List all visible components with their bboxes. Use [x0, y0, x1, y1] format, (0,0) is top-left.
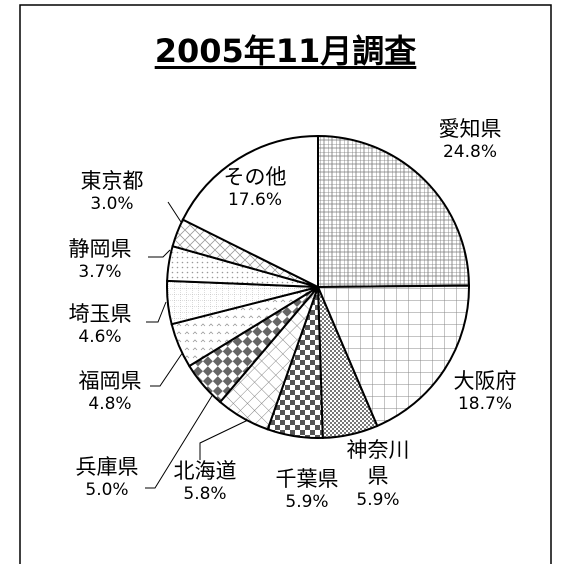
category-label: 兵庫県 — [75, 455, 139, 479]
slice-label: その他 17.6% — [205, 164, 305, 212]
slice-label: 東京都 3.0% — [62, 168, 162, 216]
category-label: 愛知県 — [438, 117, 502, 141]
value-label: 4.8% — [88, 394, 132, 415]
category-label: 静岡県 — [68, 237, 132, 261]
slice-label: 北海道 5.8% — [155, 458, 255, 506]
category-label: 福岡県 — [78, 369, 142, 393]
value-label: 5.9% — [285, 492, 329, 513]
category-label: 埼玉県 — [68, 302, 132, 326]
value-label: 17.6% — [227, 190, 282, 211]
value-label: 24.8% — [442, 142, 497, 163]
category-label: 北海道 — [173, 459, 237, 483]
slice-label: 兵庫県 5.0% — [57, 454, 157, 502]
pie-slice — [181, 134, 319, 289]
category-label: 東京都 — [80, 169, 144, 193]
value-label: 5.9% — [356, 489, 400, 510]
value-label: 18.7% — [457, 394, 512, 415]
pie-slice — [317, 134, 471, 289]
value-label: 4.6% — [78, 327, 122, 348]
slice-label: 大阪府 18.7% — [435, 368, 535, 416]
category-label: 神奈川県 — [346, 438, 410, 489]
slice-label: 神奈川県 5.9% — [345, 437, 411, 511]
category-label: 大阪府 — [453, 369, 517, 393]
pie-slice — [316, 284, 470, 428]
category-label: その他 — [223, 165, 287, 189]
value-label: 5.0% — [85, 480, 129, 501]
slice-label: 愛知県 24.8% — [420, 116, 520, 164]
leader-lines — [145, 201, 249, 489]
value-label: 3.7% — [78, 262, 122, 283]
category-label: 千葉県 — [275, 467, 339, 491]
value-label: 5.8% — [183, 484, 227, 505]
value-label: 3.0% — [90, 194, 134, 215]
slice-label: 静岡県 3.7% — [50, 236, 150, 284]
frame — [19, 4, 552, 564]
slice-label: 千葉県 5.9% — [257, 466, 357, 514]
chart-title: 2005年11月調査 — [154, 32, 417, 70]
slice-label: 福岡県 4.8% — [60, 368, 160, 416]
slice-label: 埼玉県 4.6% — [50, 301, 150, 349]
